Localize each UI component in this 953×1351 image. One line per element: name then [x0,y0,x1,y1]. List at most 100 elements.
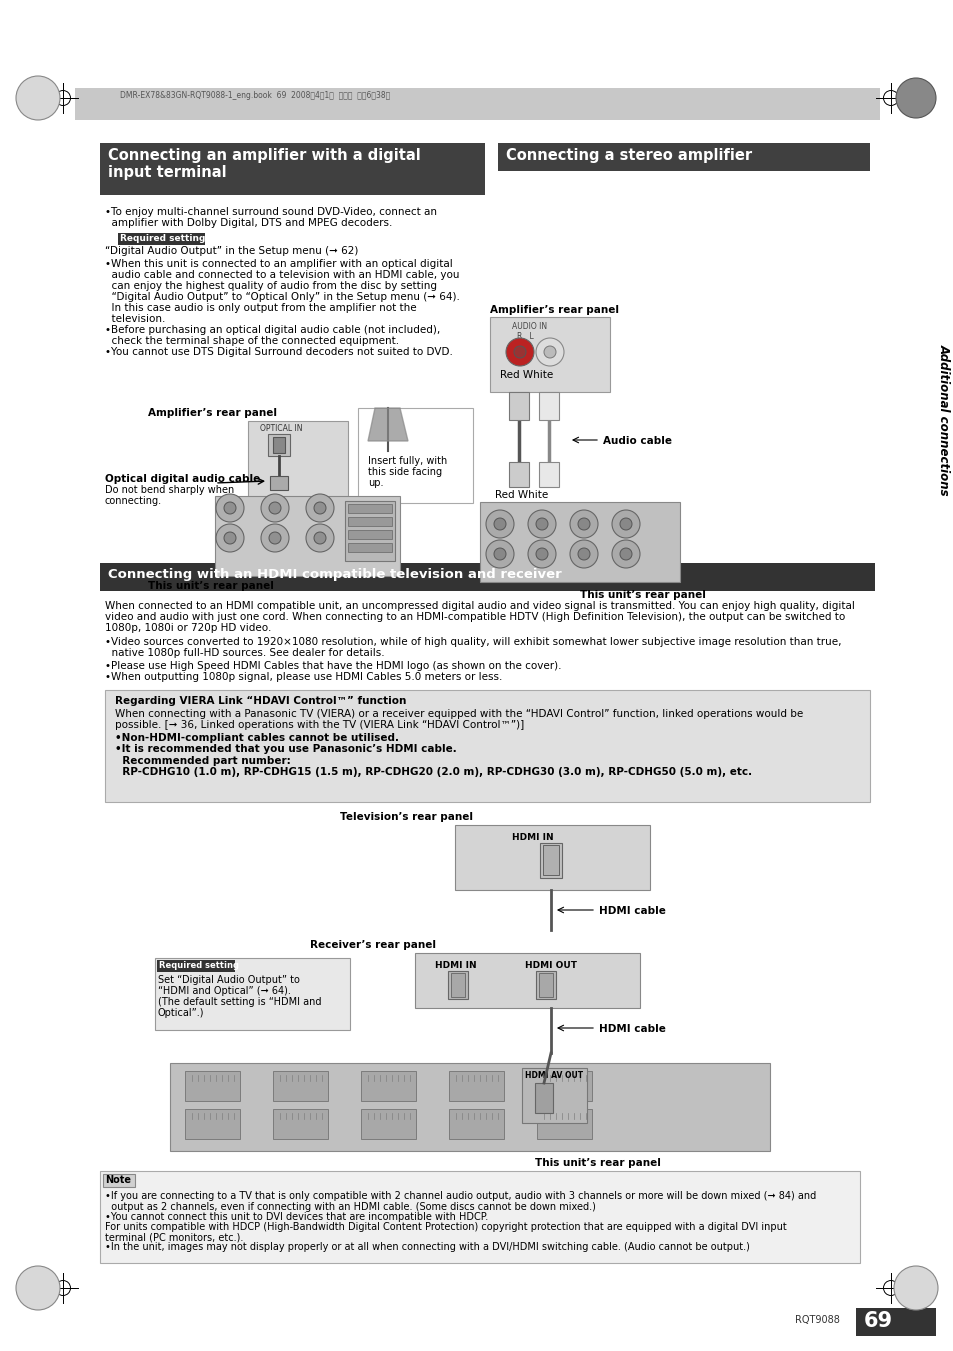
Bar [105,690,869,802]
Text: output as 2 channels, even if connecting with an HDMI cable. (Some discs cannot : output as 2 channels, even if connecting… [105,1201,596,1212]
Text: native 1080p full-HD sources. See dealer for details.: native 1080p full-HD sources. See dealer… [105,648,384,658]
Text: Regarding VIERA Link “HDAVI Control™” function: Regarding VIERA Link “HDAVI Control™” fu… [115,696,406,707]
Bar [100,563,874,590]
Text: This unit’s rear panel: This unit’s rear panel [579,590,705,600]
Circle shape [269,532,281,544]
Bar [273,1109,328,1139]
Circle shape [261,524,289,553]
Text: •You cannot connect this unit to DVI devices that are incompatible with HDCP.: •You cannot connect this unit to DVI dev… [105,1212,488,1223]
Bar [214,496,399,576]
Text: •Non-HDMI-compliant cables cannot be utilised.: •Non-HDMI-compliant cables cannot be uti… [115,734,398,743]
Circle shape [16,76,60,120]
Text: This unit’s rear panel: This unit’s rear panel [535,1158,660,1169]
Text: HDMI cable: HDMI cable [598,1024,665,1034]
Text: this side facing: this side facing [368,467,441,477]
Text: Amplifier’s rear panel: Amplifier’s rear panel [148,408,276,417]
Circle shape [527,509,556,538]
Circle shape [505,338,534,366]
Text: Connecting with an HDMI compatible television and receiver: Connecting with an HDMI compatible telev… [108,567,561,581]
Text: television.: television. [105,313,165,324]
Text: R   L: R L [517,332,533,340]
Circle shape [494,517,505,530]
Circle shape [485,540,514,567]
Circle shape [16,1266,60,1310]
Text: Amplifier’s rear panel: Amplifier’s rear panel [490,305,618,315]
Circle shape [893,1266,937,1310]
Circle shape [536,517,547,530]
Text: •When outputting 1080p signal, please use HDMI Cables 5.0 meters or less.: •When outputting 1080p signal, please us… [105,671,502,682]
Bar [536,971,556,998]
Text: (The default setting is “HDMI and: (The default setting is “HDMI and [158,997,321,1006]
Text: •Video sources converted to 1920×1080 resolution, while of high quality, will ex: •Video sources converted to 1920×1080 re… [105,638,841,647]
Text: Audio cable: Audio cable [602,436,671,446]
Bar [185,1071,240,1101]
Circle shape [224,532,235,544]
Circle shape [619,549,631,561]
Text: In this case audio is only output from the amplifier not the: In this case audio is only output from t… [105,303,416,313]
Text: Optical digital audio cable: Optical digital audio cable [105,474,260,484]
Bar [348,504,392,513]
Text: For units compatible with HDCP (High-Bandwidth Digital Content Protection) copyr: For units compatible with HDCP (High-Ban… [105,1223,786,1232]
Bar [75,88,879,120]
Text: Optical”.): Optical”.) [158,1008,204,1019]
Text: HDMI IN: HDMI IN [512,834,553,842]
Circle shape [619,517,631,530]
Bar [448,971,468,998]
Text: HDMI IN: HDMI IN [435,961,476,970]
Text: amplifier with Dolby Digital, DTS and MPEG decoders.: amplifier with Dolby Digital, DTS and MP… [105,218,392,228]
Bar [537,1109,592,1139]
Text: Television’s rear panel: Television’s rear panel [339,812,473,821]
Bar [345,501,395,561]
Circle shape [536,338,563,366]
Text: OPTICAL IN: OPTICAL IN [260,424,302,434]
Text: Connecting a stereo amplifier: Connecting a stereo amplifier [505,149,751,163]
Bar [268,434,290,457]
Circle shape [612,509,639,538]
Circle shape [578,549,589,561]
Text: up.: up. [368,478,383,488]
Bar [509,462,529,486]
Circle shape [895,78,935,118]
Bar [185,1109,240,1139]
Circle shape [261,494,289,521]
Text: connecting.: connecting. [105,496,162,507]
Bar [103,1174,135,1188]
Circle shape [569,509,598,538]
Bar [273,436,285,453]
Text: Red White: Red White [499,370,553,380]
Text: DMR-EX78&83GN-RQT9088-1_eng.book  69  2008年4月1日  火曜日  午後6時38分: DMR-EX78&83GN-RQT9088-1_eng.book 69 2008… [120,91,390,100]
Text: 69: 69 [863,1310,892,1331]
Bar [535,1084,553,1113]
Circle shape [494,549,505,561]
Text: HDMI cable: HDMI cable [598,907,665,916]
Bar [479,503,679,582]
Text: Recommended part number:: Recommended part number: [115,757,291,766]
Text: •If you are connecting to a TV that is only compatible with 2 channel audio outp: •If you are connecting to a TV that is o… [105,1192,816,1201]
Bar [542,844,558,875]
Circle shape [485,509,514,538]
Circle shape [306,494,334,521]
Text: HDMI AV OUT: HDMI AV OUT [524,1071,582,1079]
Text: Connecting an amplifier with a digital
input terminal: Connecting an amplifier with a digital i… [108,149,420,181]
Text: check the terminal shape of the connected equipment.: check the terminal shape of the connecte… [105,336,398,346]
Bar [118,232,205,245]
Bar [451,973,464,997]
Bar [360,1071,416,1101]
Bar [348,517,392,526]
Text: RQT9088: RQT9088 [794,1315,839,1325]
Circle shape [569,540,598,567]
Circle shape [269,503,281,513]
Circle shape [215,494,244,521]
Text: When connecting with a Panasonic TV (VIERA) or a receiver equipped with the “HDA: When connecting with a Panasonic TV (VIE… [115,709,802,719]
Text: •Please use High Speed HDMI Cables that have the HDMI logo (as shown on the cove: •Please use High Speed HDMI Cables that … [105,661,561,671]
Circle shape [306,524,334,553]
Text: possible. [➞ 36, Linked operations with the TV (VIERA Link “HDAVI Control™”)]: possible. [➞ 36, Linked operations with … [115,720,524,730]
Text: Do not bend sharply when: Do not bend sharply when [105,485,234,494]
Bar [490,317,609,392]
Bar [521,1069,586,1123]
Bar [538,392,558,420]
Bar [415,952,639,1008]
Bar [509,392,529,420]
Circle shape [224,503,235,513]
Bar [273,1071,328,1101]
